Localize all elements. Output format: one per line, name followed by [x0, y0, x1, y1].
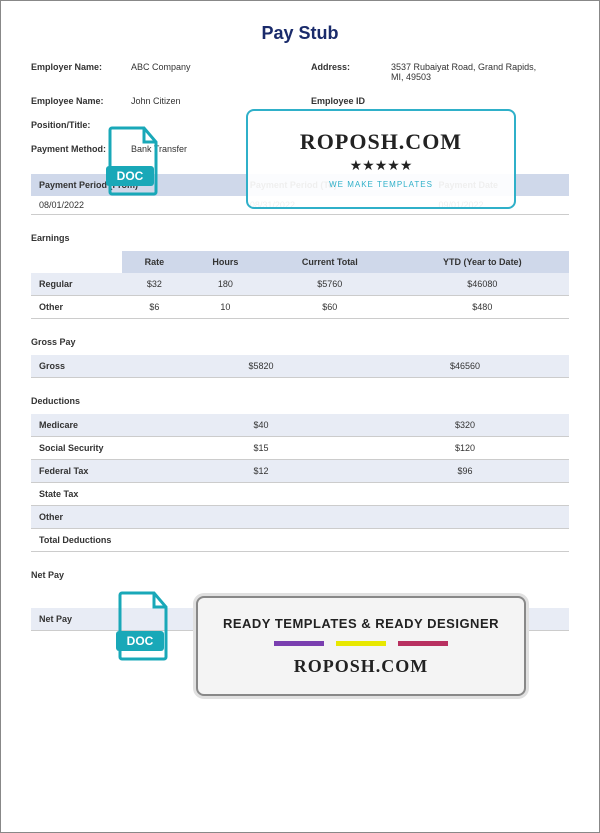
- deduction-row-current: [161, 483, 361, 506]
- gross-row-current: $5820: [161, 355, 361, 378]
- earnings-row-ytd: $46080: [396, 273, 569, 296]
- earnings-row-hours: 10: [187, 296, 264, 319]
- deduction-row-name: Other: [31, 506, 161, 529]
- deduction-row-ytd: [361, 529, 569, 552]
- gross-row-ytd: $46560: [361, 355, 569, 378]
- watermark2-line1: READY TEMPLATES & READY DESIGNER: [223, 616, 499, 631]
- deduction-row-name: State Tax: [31, 483, 161, 506]
- gross-pay-title: Gross Pay: [31, 337, 569, 347]
- netpay-title: Net Pay: [31, 570, 569, 580]
- svg-text:DOC: DOC: [117, 169, 144, 183]
- address-label: Address:: [311, 62, 391, 82]
- table-row: Federal Tax $12 $96: [31, 460, 569, 483]
- table-row: Gross $5820 $46560: [31, 355, 569, 378]
- employee-name-label: Employee Name:: [31, 96, 131, 106]
- earnings-row-rate: $6: [122, 296, 187, 319]
- bar-icon: [274, 641, 324, 646]
- gross-pay-table: Gross $5820 $46560: [31, 355, 569, 378]
- earnings-header-hours: Hours: [187, 251, 264, 273]
- table-row: Other: [31, 506, 569, 529]
- table-row: Medicare $40 $320: [31, 414, 569, 437]
- deduction-row-current: [161, 506, 361, 529]
- earnings-row-rate: $32: [122, 273, 187, 296]
- deduction-row-ytd: [361, 483, 569, 506]
- deduction-row-ytd: $96: [361, 460, 569, 483]
- employer-name-value: ABC Company: [131, 62, 311, 82]
- deduction-row-current: $12: [161, 460, 361, 483]
- employee-id-label: Employee ID: [311, 96, 391, 106]
- period-from-value: 08/01/2022: [31, 196, 242, 215]
- earnings-header-rate: Rate: [122, 251, 187, 273]
- watermark-stars-icon: ★★★★★: [350, 157, 413, 174]
- address-value: 3537 Rubaiyat Road, Grand Rapids, MI, 49…: [391, 62, 551, 82]
- table-row: Regular $32 180 $5760 $46080: [31, 273, 569, 296]
- table-row: Social Security $15 $120: [31, 437, 569, 460]
- earnings-row-ytd: $480: [396, 296, 569, 319]
- svg-text:DOC: DOC: [127, 634, 154, 648]
- deductions-table: Medicare $40 $320 Social Security $15 $1…: [31, 414, 569, 552]
- gross-row-name: Gross: [31, 355, 161, 378]
- watermark-brand: ROPOSH.COM: [300, 129, 462, 155]
- earnings-row-name: Other: [31, 296, 122, 319]
- bar-icon: [336, 641, 386, 646]
- deduction-row-ytd: $320: [361, 414, 569, 437]
- watermark-roposh-card: ROPOSH.COM ★★★★★ WE MAKE TEMPLATES: [246, 109, 516, 209]
- earnings-row-current: $60: [264, 296, 396, 319]
- deduction-row-current: $40: [161, 414, 361, 437]
- table-row: State Tax: [31, 483, 569, 506]
- earnings-table: Rate Hours Current Total YTD (Year to Da…: [31, 251, 569, 319]
- page-title: Pay Stub: [31, 23, 569, 44]
- watermark-ready-templates-card: READY TEMPLATES & READY DESIGNER ROPOSH.…: [196, 596, 526, 696]
- table-row: Total Deductions: [31, 529, 569, 552]
- deduction-row-name: Social Security: [31, 437, 161, 460]
- deduction-row-current: [161, 529, 361, 552]
- employer-name-label: Employer Name:: [31, 62, 131, 82]
- earnings-row-name: Regular: [31, 273, 122, 296]
- employee-id-value: [391, 96, 551, 106]
- watermark2-brand: ROPOSH.COM: [294, 656, 429, 677]
- doc-file-icon: DOC: [106, 126, 162, 196]
- deductions-title: Deductions: [31, 396, 569, 406]
- table-row: Other $6 10 $60 $480: [31, 296, 569, 319]
- deduction-row-ytd: $120: [361, 437, 569, 460]
- deduction-row-name: Medicare: [31, 414, 161, 437]
- deduction-row-ytd: [361, 506, 569, 529]
- earnings-title: Earnings: [31, 233, 569, 243]
- earnings-row-current: $5760: [264, 273, 396, 296]
- bar-icon: [398, 641, 448, 646]
- deduction-row-name: Total Deductions: [31, 529, 161, 552]
- deduction-row-current: $15: [161, 437, 361, 460]
- deduction-row-name: Federal Tax: [31, 460, 161, 483]
- watermark-tagline: WE MAKE TEMPLATES: [329, 180, 433, 189]
- employee-name-value: John Citizen: [131, 96, 311, 106]
- watermark2-bars: [274, 641, 448, 646]
- earnings-row-hours: 180: [187, 273, 264, 296]
- earnings-header-current: Current Total: [264, 251, 396, 273]
- doc-file-icon: DOC: [116, 591, 172, 661]
- earnings-header-ytd: YTD (Year to Date): [396, 251, 569, 273]
